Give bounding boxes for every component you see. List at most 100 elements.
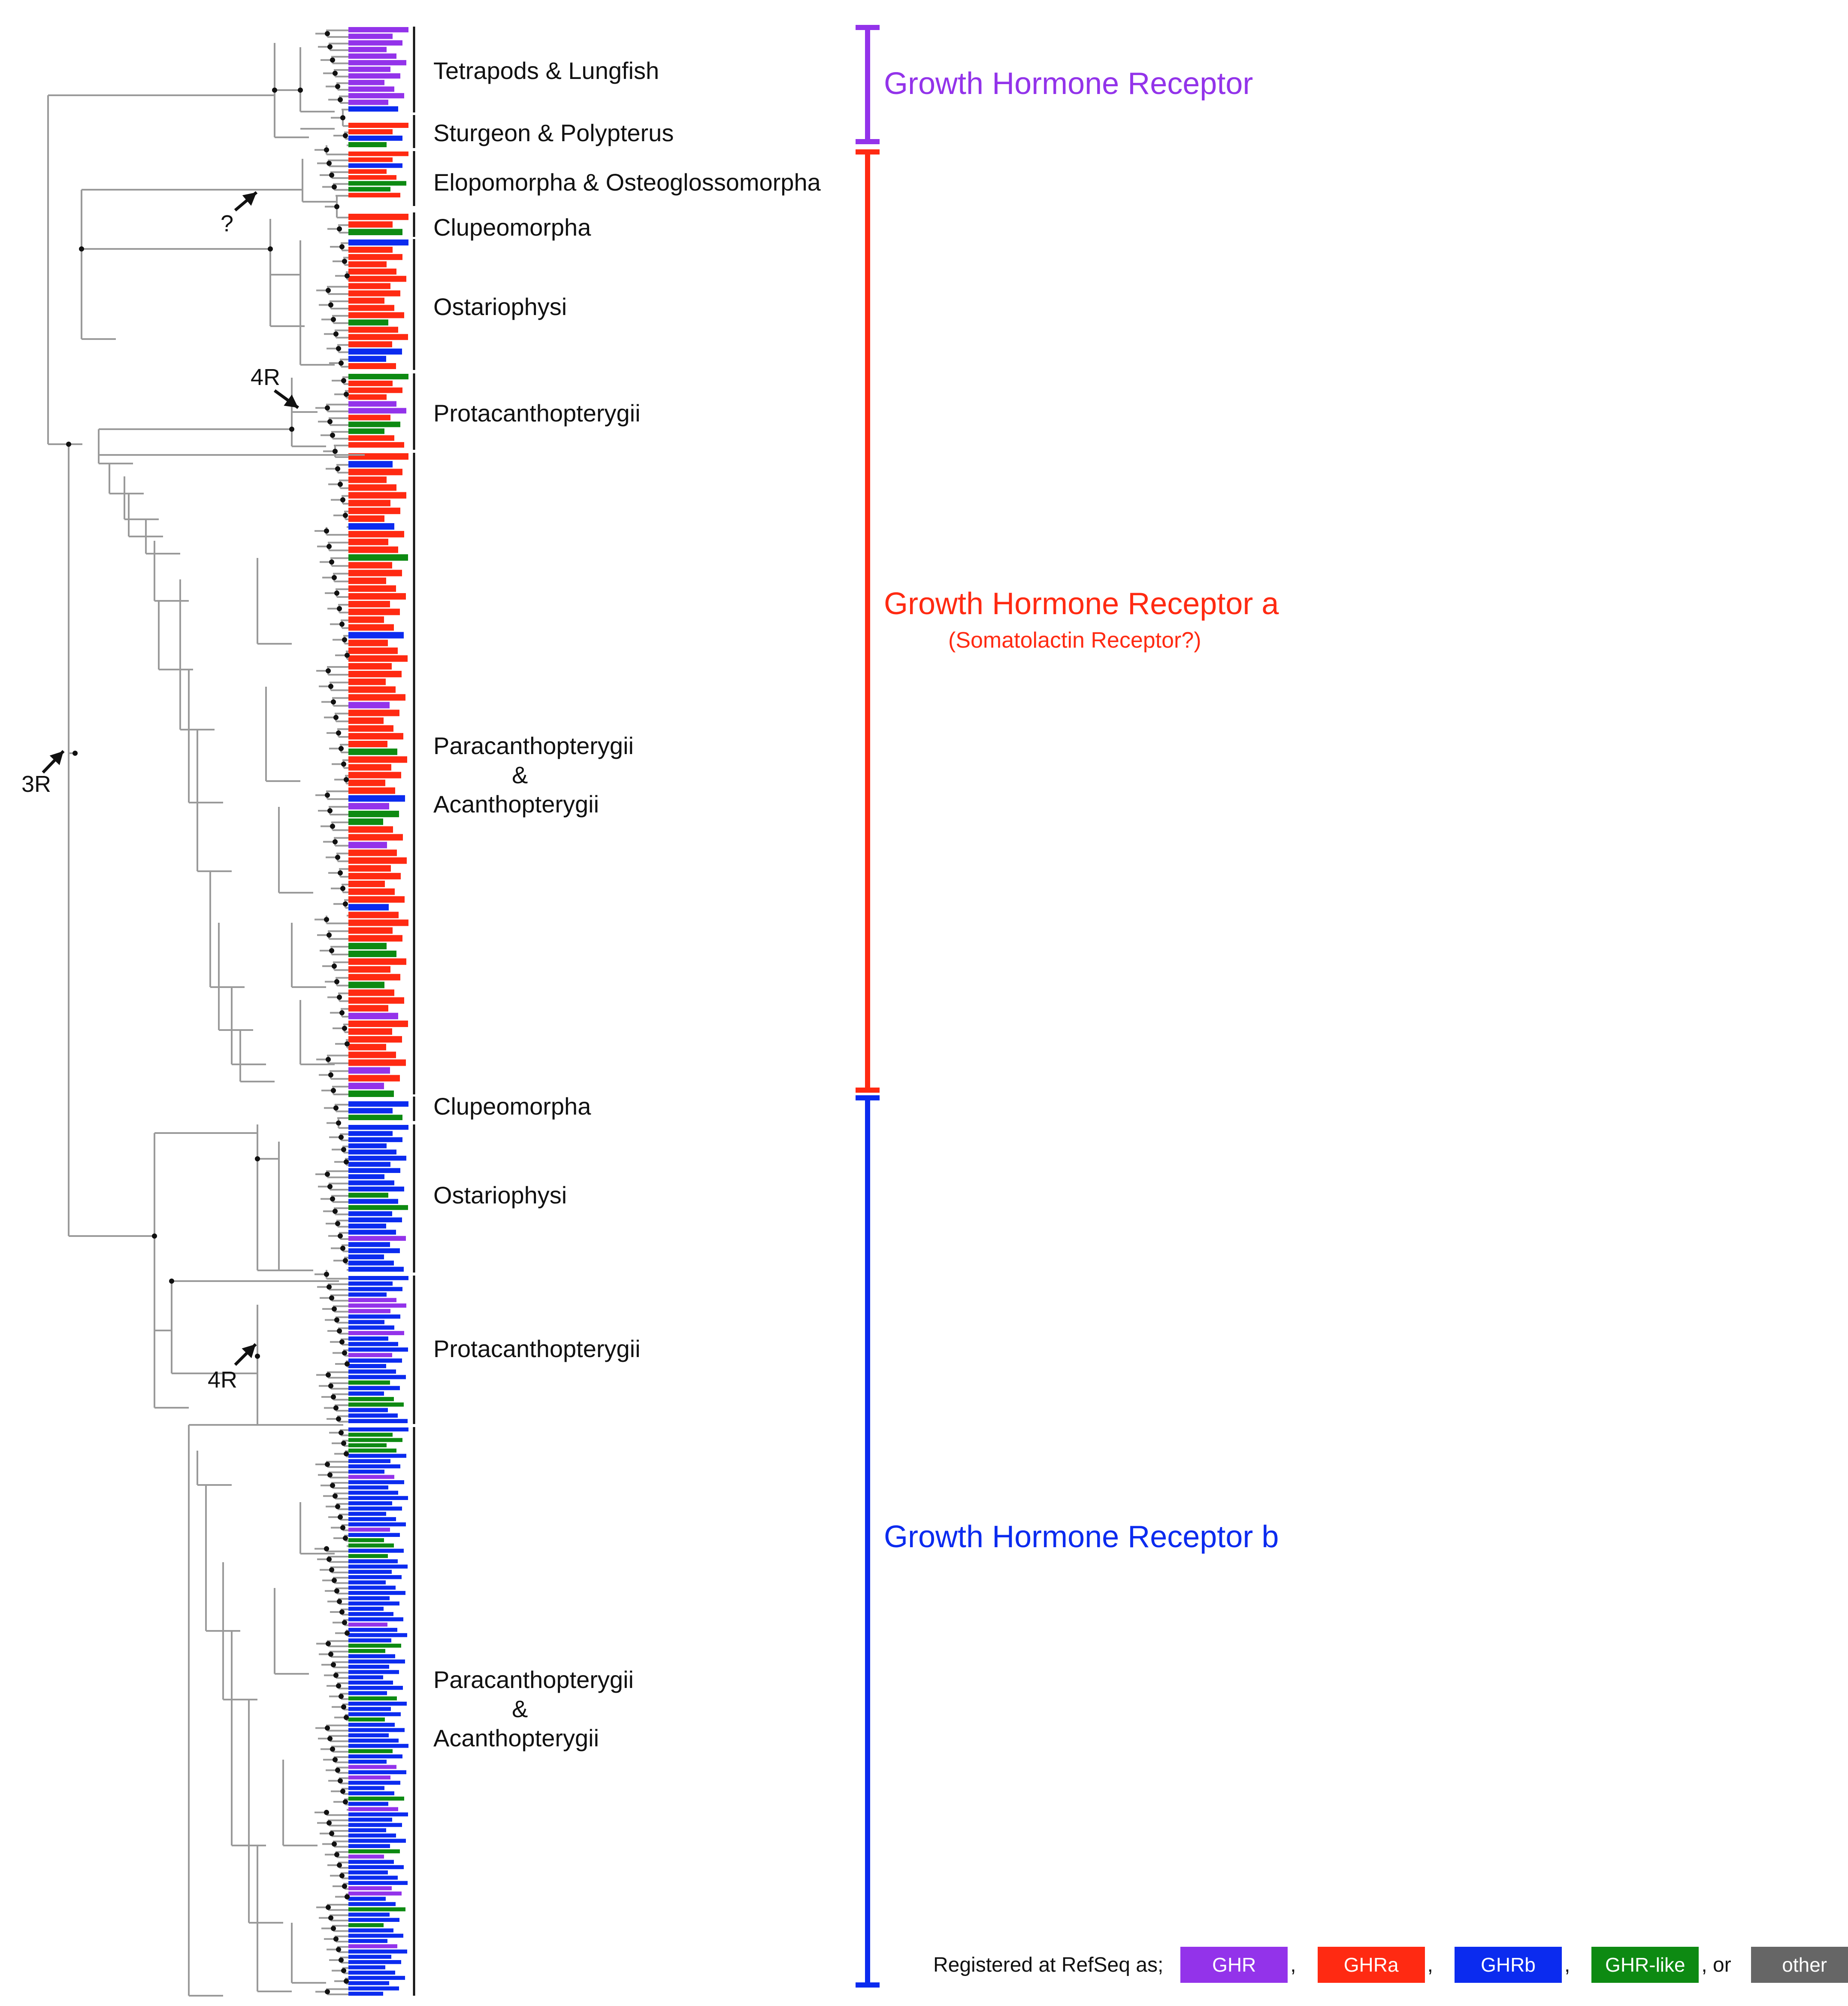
tree-node — [330, 824, 335, 829]
taxon-label — [348, 1760, 387, 1764]
taxon-label — [348, 1180, 394, 1185]
taxon-label — [348, 1928, 393, 1933]
tree-node — [337, 994, 342, 1000]
tree-node — [341, 1147, 346, 1152]
taxon-label — [348, 1733, 389, 1737]
taxon-label — [348, 1115, 402, 1120]
taxon-label — [348, 679, 386, 685]
tree-node — [341, 1704, 346, 1710]
tree-node — [326, 1372, 331, 1378]
tree-node — [327, 544, 332, 549]
taxon-label — [348, 268, 396, 275]
taxon-label — [348, 1965, 385, 1970]
taxon-label — [348, 1564, 408, 1569]
tree-node — [325, 31, 330, 36]
taxon-label — [348, 1402, 404, 1407]
taxon-label — [348, 1314, 400, 1319]
taxon-label — [348, 1570, 392, 1574]
taxon-label — [348, 1712, 401, 1716]
taxon-label — [348, 1464, 400, 1469]
taxon-label — [348, 408, 406, 414]
taxon-label — [348, 1075, 400, 1082]
taxon-label — [348, 919, 408, 926]
taxon-label — [348, 1976, 405, 1980]
taxon-label — [348, 639, 388, 646]
taxon-label — [348, 53, 396, 59]
taxon-label — [348, 1248, 400, 1253]
legend-separator: , or — [1701, 1953, 1731, 1976]
taxon-label — [348, 214, 408, 220]
clade-label-ampersand: & — [512, 761, 528, 788]
tree-node — [327, 44, 333, 50]
taxon-label — [348, 1839, 406, 1843]
taxon-label — [348, 1162, 390, 1167]
tree-node — [342, 1350, 347, 1356]
taxon-label — [348, 515, 384, 522]
tree-node — [329, 1831, 334, 1836]
taxon-label — [348, 1108, 393, 1114]
taxon-label — [348, 1543, 394, 1548]
taxon-label — [348, 671, 402, 678]
tree-node — [327, 419, 333, 424]
tree-node — [327, 1184, 333, 1189]
clade-label-acanthopterygii-a: Paracanthopterygii & Acanthopterygii — [433, 731, 634, 819]
tree-node — [272, 88, 277, 93]
taxon-label — [348, 1765, 396, 1769]
clade-label-line: Acanthopterygii — [433, 1724, 599, 1751]
tree-node — [340, 497, 345, 503]
tree-node — [334, 1588, 339, 1594]
taxon-label — [348, 1386, 400, 1391]
taxon-label — [348, 663, 392, 670]
group-title-ghr: Growth Hormone Receptor — [884, 67, 1253, 101]
tree-node — [340, 886, 345, 891]
taxon-label — [348, 229, 402, 235]
taxon-label — [348, 1923, 384, 1927]
taxon-label — [348, 1991, 383, 1996]
taxon-label — [348, 1807, 398, 1811]
taxon-label — [348, 276, 406, 282]
taxon-label — [348, 942, 387, 949]
tree-node — [329, 948, 334, 953]
tree-node — [268, 246, 273, 252]
taxon-label — [348, 1067, 390, 1074]
tree-node — [333, 839, 338, 845]
taxon-label — [348, 912, 399, 918]
taxon-label — [348, 1612, 393, 1616]
clade-label-ampersand: & — [512, 1695, 528, 1722]
group-subtitle-ghra: (Somatolactin Receptor?) — [948, 628, 1201, 653]
taxon-label — [348, 1397, 394, 1401]
taxon-label — [348, 1506, 402, 1511]
tree-node — [327, 932, 332, 938]
tree-node — [326, 1905, 331, 1910]
tree-node — [332, 184, 337, 190]
tree-node — [339, 1609, 345, 1615]
taxon-label — [348, 1044, 386, 1051]
tree-node — [298, 88, 303, 93]
taxon-label — [348, 1738, 399, 1743]
clade-label-elopomorpha: Elopomorpha & Osteoglossomorpha — [433, 169, 821, 196]
tree-node — [333, 331, 339, 337]
tree-node — [340, 1245, 345, 1251]
taxon-label — [348, 865, 391, 872]
taxon-label — [348, 374, 408, 379]
taxon-label — [348, 1149, 396, 1155]
tree-node — [324, 1809, 329, 1815]
taxon-label — [348, 1643, 401, 1648]
taxon-label — [348, 1261, 394, 1266]
taxon-label — [348, 756, 407, 763]
taxon-label — [348, 254, 402, 260]
tree-node — [342, 1620, 347, 1625]
taxon-label — [348, 974, 400, 981]
taxon-label — [348, 1012, 398, 1019]
taxon-label — [348, 709, 399, 716]
tree-node — [345, 1041, 350, 1047]
taxon-label — [348, 428, 384, 434]
taxon-label — [348, 632, 404, 639]
taxon-label — [348, 1854, 384, 1859]
taxon-label — [348, 1633, 407, 1637]
tree-node — [336, 346, 341, 352]
tree-node — [337, 606, 342, 612]
taxon-label — [348, 803, 389, 809]
tree-node — [329, 1295, 334, 1301]
tree-node — [325, 1462, 330, 1467]
